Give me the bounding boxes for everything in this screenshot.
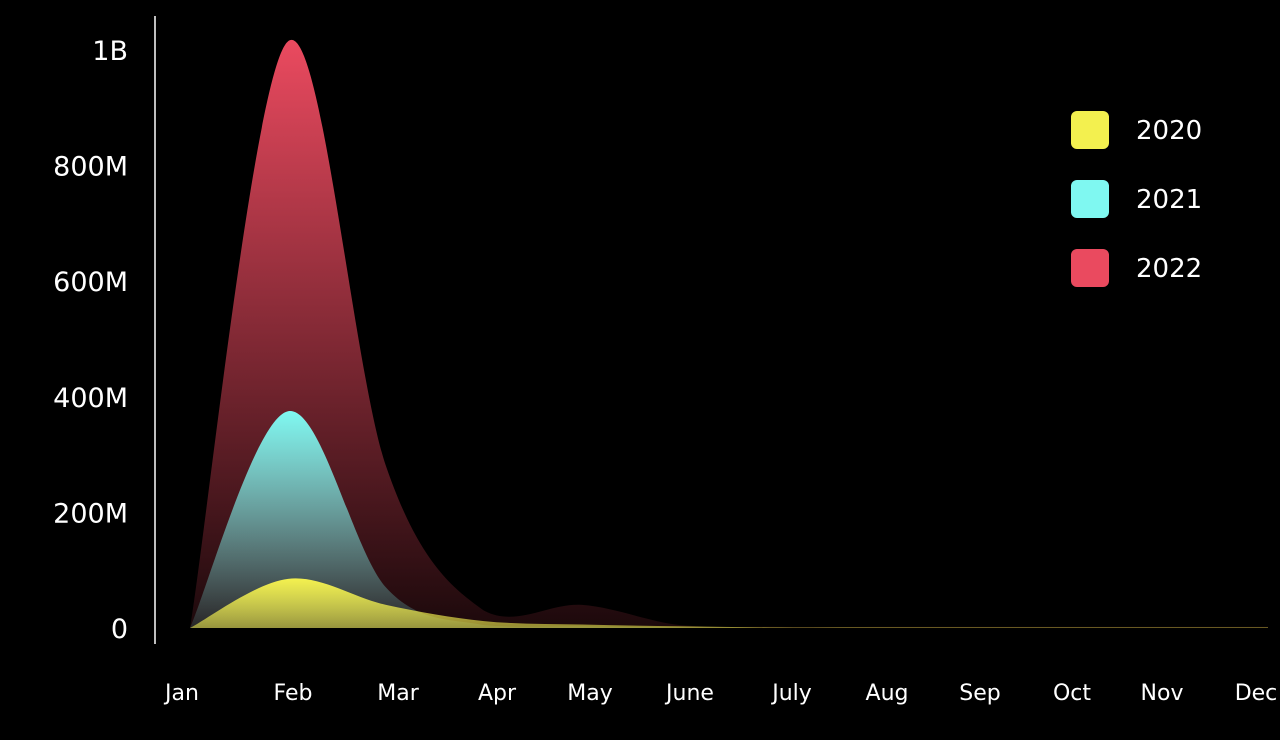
x-tick-label-feb: Feb <box>274 681 313 706</box>
series-areas <box>190 39 1268 628</box>
x-tick-label-may: May <box>567 681 612 706</box>
y-tick-label: 200M <box>53 498 128 529</box>
x-tick-label-aug: Aug <box>866 681 909 706</box>
legend-swatch-2020 <box>1071 111 1109 149</box>
x-tick-label-jan: Jan <box>163 681 199 706</box>
legend-swatch-2021 <box>1071 180 1109 218</box>
legend-label-2021: 2021 <box>1136 185 1202 215</box>
legend-label-2022: 2022 <box>1136 254 1202 284</box>
y-tick-label: 0 <box>111 614 128 645</box>
x-tick-label-dec: Dec <box>1235 681 1278 706</box>
x-tick-label-nov: Nov <box>1141 681 1184 706</box>
y-tick-label: 600M <box>53 267 128 298</box>
legend-swatch-2022 <box>1071 249 1109 287</box>
x-tick-label-apr: Apr <box>478 681 517 706</box>
y-tick-label: 1B <box>92 36 128 67</box>
x-tick-label-sep: Sep <box>959 681 1000 706</box>
y-tick-label: 400M <box>53 383 128 414</box>
y-axis-ticks: 0 200M 400M 600M 800M 1B <box>53 36 128 645</box>
x-tick-label-june: June <box>664 681 714 706</box>
series-area-2020 <box>190 578 1268 628</box>
y-tick-label: 800M <box>53 152 128 183</box>
x-tick-label-july: July <box>770 681 812 706</box>
x-tick-label-mar: Mar <box>377 681 419 706</box>
legend: 2020 2021 2022 <box>1071 111 1202 287</box>
legend-label-2020: 2020 <box>1136 116 1202 146</box>
x-axis-ticks: Jan Feb Mar Apr May June July Aug Sep Oct Nov Dec <box>163 681 1277 706</box>
x-tick-label-oct: Oct <box>1053 681 1091 706</box>
